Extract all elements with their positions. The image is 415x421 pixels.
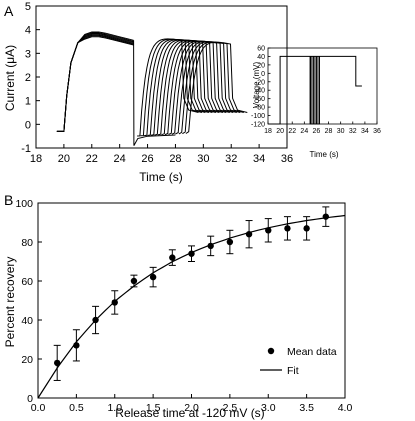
- inset-x-tick-label: 36: [373, 128, 381, 135]
- legend-fit-label: Fit: [287, 365, 299, 377]
- panel-b-x-tick-label: 4.0: [338, 402, 353, 414]
- panel-b-y-tick-label: 80: [21, 237, 33, 249]
- panel-a-x-tick-label: 28: [169, 153, 181, 165]
- data-point: [265, 227, 272, 234]
- panel-a-x-tick-label: 20: [58, 153, 70, 165]
- panel-a-y-tick-label: 4: [25, 25, 31, 37]
- data-point: [53, 359, 61, 367]
- panel-b-x-tick-label: 3.0: [261, 402, 276, 414]
- inset-y-tick-label: 0: [261, 71, 265, 78]
- data-point: [226, 238, 234, 246]
- data-point: [111, 299, 118, 306]
- panel-b-y-tick-label: 20: [21, 354, 33, 366]
- data-point: [284, 225, 291, 232]
- panel-b-frame: [37, 202, 346, 399]
- panel-b-y-tick-label: 0: [27, 393, 33, 405]
- panel-b-label: B: [4, 192, 13, 208]
- panel-a-y-tick-label: -1: [21, 143, 31, 155]
- inset-y-tick-label: -80: [255, 105, 265, 112]
- tail-current-trace: [133, 40, 176, 146]
- panel-b-axes: 0.0 0.5 1.0 1.5 2.0 2.5 3.0 3.5 4.0 0 20 40 60 80 100: [15, 198, 352, 414]
- panel-b-x-tick-label: 1.0: [107, 402, 122, 414]
- panel-a-x-tick-label: 30: [197, 153, 209, 165]
- inset-y-tick-label: -120: [251, 122, 265, 129]
- inset-y-label: Voltage (mV): [252, 62, 261, 109]
- inset-x-tick-label: 34: [361, 128, 369, 135]
- release-step-trace: [309, 56, 320, 125]
- fit-curve: [37, 214, 346, 399]
- panel-a-x-tick-label: 36: [281, 153, 293, 165]
- data-point: [130, 277, 138, 285]
- data-point: [303, 225, 310, 232]
- legend: Mean data Fit: [260, 346, 337, 377]
- panel-a-x-label: Time (s): [139, 170, 183, 184]
- panel-a-y-tick-label: 5: [25, 1, 31, 13]
- panel-a-current-traces: [56, 31, 248, 146]
- panel-a-x-tick-label: 26: [141, 153, 153, 165]
- release-step-trace: [309, 56, 316, 125]
- inset-y-tick-label: -20: [255, 79, 265, 86]
- panel-a-y-tick-label: 3: [25, 48, 31, 60]
- data-point: [245, 231, 253, 238]
- inset-axes: 18 20 22 24 26 28 30 32 34 36 -120 -100-80 -60-40 -20…: [251, 46, 381, 136]
- inset-y-tick-label: -100: [251, 113, 265, 120]
- panel-b-x-tick-label: 2.0: [184, 402, 199, 414]
- panel-b-y-label: Percent recovery: [3, 257, 17, 348]
- inset-y-tick-label: 40: [257, 54, 265, 61]
- inset-frame: [267, 47, 378, 125]
- panel-b-x-tick-label: 0.5: [69, 402, 84, 414]
- legend-mean-marker: [267, 347, 275, 355]
- panel-b-y-tick-label: 100: [15, 198, 33, 210]
- inset-x-tick-label: 30: [337, 128, 345, 135]
- inset-y-tick-label: 20: [257, 62, 265, 69]
- data-point: [92, 316, 99, 324]
- panel-a-x-tick-label: 32: [225, 153, 237, 165]
- panel-a-inset: 18 20 22 24 26 28 30 32 34 36 -120 -100-80 -60-40 -20…: [251, 46, 381, 160]
- inset-voltage-protocol: [268, 55, 362, 125]
- data-point: [207, 242, 214, 250]
- data-point: [169, 254, 176, 261]
- inset-x-tick-label: 24: [300, 128, 308, 135]
- panel-b-fit-series: [37, 214, 346, 399]
- conditioning-current-trace: [56, 36, 134, 132]
- panel-b-y-tick-label: 60: [21, 276, 33, 288]
- panel-a-y-tick-label: 1: [25, 96, 31, 108]
- panel-b-x-tick-label: 3.5: [299, 402, 314, 414]
- panel-a-x-tick-label: 24: [114, 153, 126, 165]
- panel-b: B 0.0 0.5 1.0 1.5 2.0 2.5 3.0 3.5 4.0 0 20 40 60 80 10…: [3, 192, 352, 420]
- panel-b-x-tick-label: 1.5: [146, 402, 161, 414]
- inset-y-tick-label: 60: [257, 46, 265, 53]
- inset-x-label: Time (s): [309, 150, 338, 159]
- panel-b-y-tick-label: 40: [21, 315, 33, 327]
- data-point: [188, 250, 195, 257]
- panel-b-x-label: Release time at -120 mV (s): [115, 406, 264, 420]
- panel-a-label: A: [4, 3, 14, 19]
- panel-a-y-tick-label: 2: [25, 72, 31, 84]
- panel-a-x-tick-label: 18: [30, 153, 42, 165]
- test-current-trace: [185, 41, 248, 134]
- data-point: [322, 213, 330, 220]
- legend-mean-label: Mean data: [287, 346, 337, 358]
- panel-a-y-label: Current (μA): [3, 45, 17, 111]
- panel-b-x-tick-label: 2.5: [223, 402, 238, 414]
- inset-x-tick-label: 18: [264, 128, 272, 135]
- inset-y-tick-label: -60: [255, 96, 265, 103]
- panel-b-x-tick-label: 0.0: [31, 402, 46, 414]
- panel-a-y-tick-label: 0: [25, 119, 31, 131]
- inset-x-tick-label: 32: [349, 128, 357, 135]
- inset-x-tick-label: 20: [276, 128, 284, 135]
- inset-x-tick-label: 26: [313, 128, 321, 135]
- inset-y-tick-label: -40: [255, 88, 265, 95]
- panel-a-x-tick-label: 34: [253, 153, 265, 165]
- inset-x-tick-label: 28: [325, 128, 333, 135]
- data-point: [73, 342, 80, 349]
- panel-b-mean-series: [53, 206, 330, 381]
- inset-x-tick-label: 22: [288, 128, 296, 135]
- panel-a-x-tick-label: 22: [86, 153, 98, 165]
- data-point: [149, 273, 157, 281]
- voltage-protocol-trace: [268, 55, 362, 125]
